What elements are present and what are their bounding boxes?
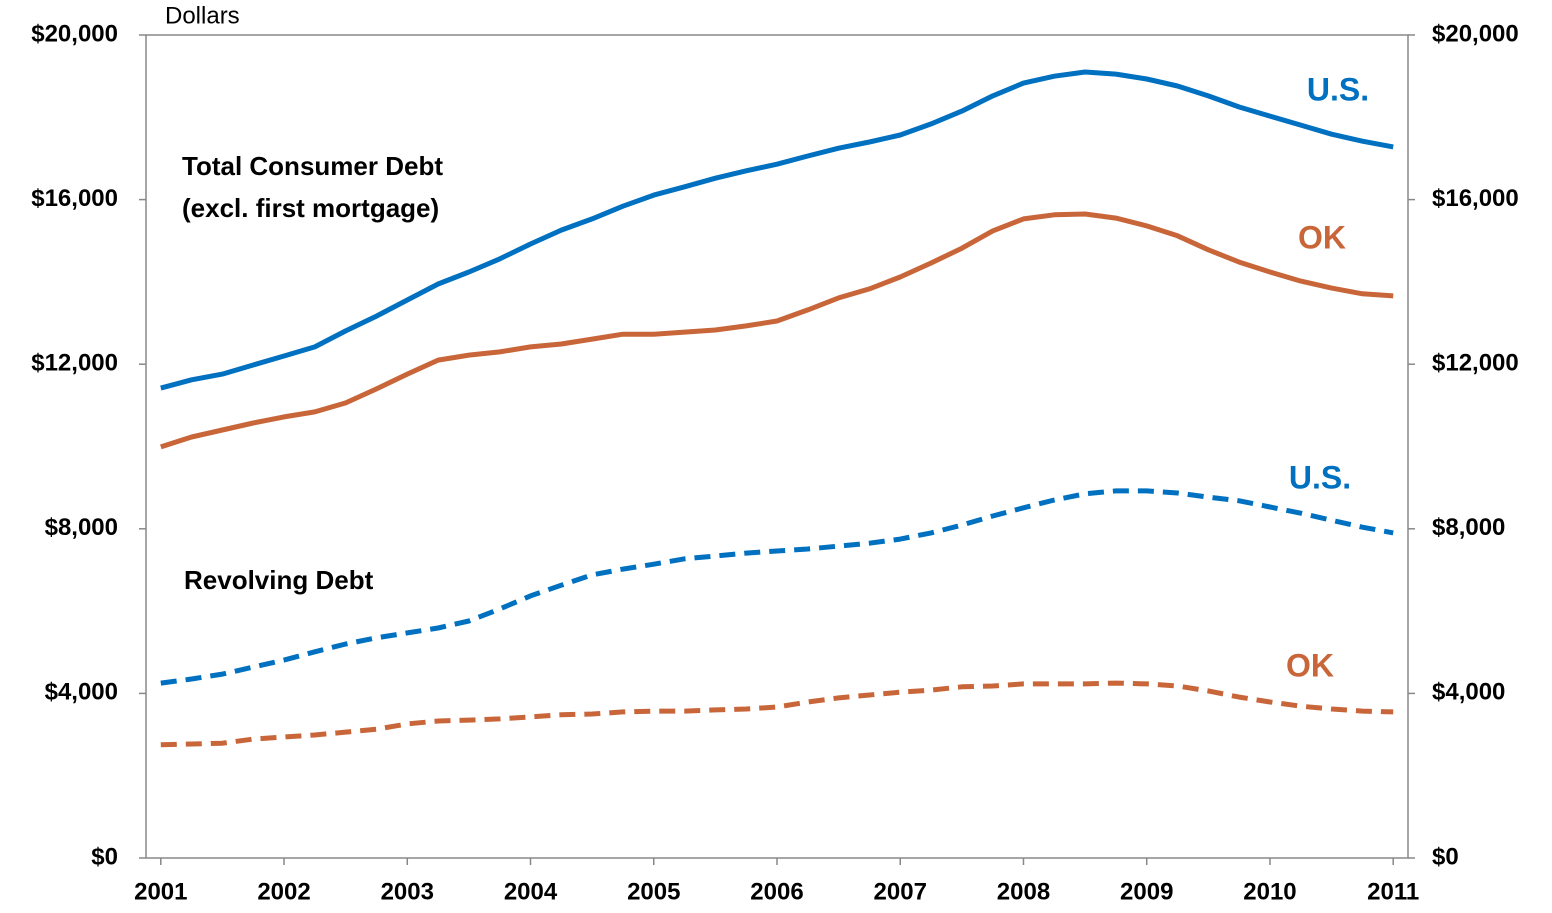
x-tick-label: 2010 [1243, 878, 1296, 905]
x-tick-label: 2008 [997, 878, 1050, 905]
series-line [160, 680, 1394, 748]
y2-tick-label: $20,000 [1432, 20, 1519, 47]
y2-tick-label: $8,000 [1432, 514, 1505, 541]
y2-tick-label: $12,000 [1432, 350, 1519, 377]
x-tick-label: 2009 [1120, 878, 1173, 905]
x-tick-label: 2011 [1367, 878, 1419, 905]
series-label: U.S. [1289, 459, 1351, 495]
x-tick-label: 2003 [381, 878, 434, 905]
series-label: OK [1286, 647, 1334, 683]
series-label: OK [1298, 219, 1346, 255]
y-tick-label: $4,000 [45, 679, 118, 706]
series-label: U.S. [1307, 71, 1369, 107]
annotation: Revolving Debt [184, 565, 374, 595]
y2-tick-label: $0 [1432, 843, 1459, 870]
y-tick-label: $12,000 [31, 350, 118, 377]
x-tick-label: 2007 [874, 878, 927, 905]
y-tick-label: $16,000 [31, 185, 118, 212]
annotation: Total Consumer Debt [182, 151, 443, 181]
x-tick-label: 2002 [257, 878, 310, 905]
x-tick-label: 2006 [750, 878, 803, 905]
x-tick-label: 2005 [627, 878, 680, 905]
y-tick-label: $20,000 [31, 20, 118, 47]
x-tick-label: 2004 [504, 878, 558, 905]
y-axis-label: Dollars [165, 2, 240, 29]
series-line [160, 69, 1394, 391]
annotation: (excl. first mortgage) [182, 193, 439, 223]
series-line [160, 488, 1394, 686]
y-tick-label: $0 [91, 843, 118, 870]
y2-tick-label: $16,000 [1432, 185, 1519, 212]
y-tick-label: $8,000 [45, 514, 118, 541]
series-line [160, 211, 1394, 450]
y2-tick-label: $4,000 [1432, 679, 1505, 706]
x-tick-label: 2001 [134, 878, 187, 905]
